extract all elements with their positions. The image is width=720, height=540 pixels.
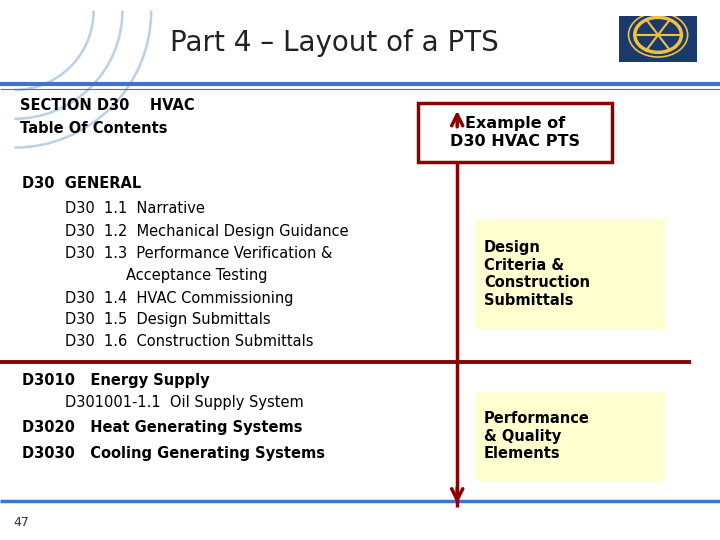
Text: Table Of Contents: Table Of Contents	[20, 121, 168, 136]
Text: D30  1.3  Performance Verification &: D30 1.3 Performance Verification &	[65, 246, 332, 261]
Text: Part 4 – Layout of a PTS: Part 4 – Layout of a PTS	[171, 29, 499, 57]
Text: D301001-1.1  Oil Supply System: D301001-1.1 Oil Supply System	[65, 395, 304, 410]
Text: D30  1.4  HVAC Commissioning: D30 1.4 HVAC Commissioning	[65, 291, 293, 306]
Text: Acceptance Testing: Acceptance Testing	[126, 268, 268, 283]
FancyBboxPatch shape	[475, 219, 666, 329]
Text: D3020   Heat Generating Systems: D3020 Heat Generating Systems	[22, 420, 302, 435]
Text: Design
Criteria &
Construction
Submittals: Design Criteria & Construction Submittal…	[484, 240, 590, 308]
Text: D30  GENERAL: D30 GENERAL	[22, 176, 141, 191]
Text: D3030   Cooling Generating Systems: D3030 Cooling Generating Systems	[22, 446, 325, 461]
Text: D30  1.6  Construction Submittals: D30 1.6 Construction Submittals	[65, 334, 313, 349]
Text: D3010   Energy Supply: D3010 Energy Supply	[22, 373, 210, 388]
Text: D30  1.2  Mechanical Design Guidance: D30 1.2 Mechanical Design Guidance	[65, 224, 348, 239]
Text: D30  1.5  Design Submittals: D30 1.5 Design Submittals	[65, 312, 271, 327]
Text: NAVFAC: NAVFAC	[642, 64, 675, 73]
Text: D30  1.1  Narrative: D30 1.1 Narrative	[65, 201, 204, 216]
FancyBboxPatch shape	[418, 103, 612, 162]
Text: SECTION D30    HVAC: SECTION D30 HVAC	[20, 98, 195, 113]
Text: 47: 47	[13, 516, 29, 529]
Text: Example of
D30 HVAC PTS: Example of D30 HVAC PTS	[450, 116, 580, 148]
FancyBboxPatch shape	[475, 392, 666, 481]
FancyBboxPatch shape	[619, 16, 697, 62]
Text: Performance
& Quality
Elements: Performance & Quality Elements	[484, 411, 590, 461]
